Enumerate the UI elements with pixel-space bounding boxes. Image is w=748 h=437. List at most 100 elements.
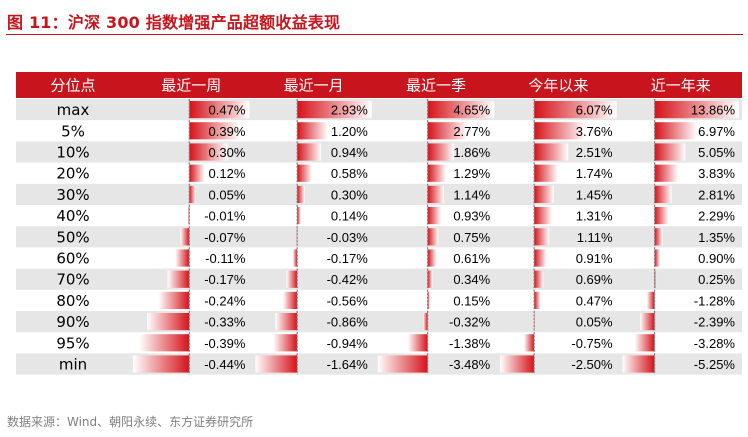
data-bar-negative <box>377 355 428 373</box>
value-label: 0.94% <box>331 145 368 160</box>
value-label: -0.17% <box>204 272 246 287</box>
value-label: 3.76% <box>576 124 613 139</box>
value-label: -0.24% <box>204 293 246 308</box>
value-label: 2.51% <box>576 145 613 160</box>
column-header: 近一年来 <box>651 77 711 95</box>
data-bar-negative <box>147 313 190 331</box>
row-stripe <box>16 226 742 248</box>
value-label: -3.28% <box>694 336 736 351</box>
data-bar-positive <box>427 164 447 182</box>
value-label: -0.94% <box>327 336 369 351</box>
data-bar-positive <box>189 143 228 161</box>
data-bar-positive <box>427 270 433 288</box>
value-label: 3.83% <box>698 166 735 181</box>
data-bar-positive <box>534 122 586 140</box>
row-label: 40% <box>56 207 89 225</box>
data-bar-negative <box>622 355 655 373</box>
data-bar-positive <box>534 228 550 246</box>
data-bar-positive <box>534 143 569 161</box>
value-label: -1.28% <box>694 293 736 308</box>
value-label: 0.05% <box>576 315 613 330</box>
value-label: 13.86% <box>691 103 736 118</box>
row-label: 5% <box>61 122 85 140</box>
value-label: -0.17% <box>327 251 369 266</box>
value-label: 0.15% <box>453 293 490 308</box>
data-bar-negative <box>500 355 535 373</box>
header-row <box>16 72 742 98</box>
data-bar-positive <box>654 207 669 225</box>
data-bar-negative <box>646 291 655 309</box>
row-label: 10% <box>56 144 89 162</box>
value-label: 2.93% <box>331 103 368 118</box>
data-bar-negative <box>180 228 190 246</box>
value-label: 2.29% <box>698 209 735 224</box>
data-bar-positive <box>427 291 430 309</box>
row-stripe <box>16 183 742 205</box>
title-divider <box>6 34 743 35</box>
column-header: 今年以来 <box>528 77 588 95</box>
column-header: 最近一月 <box>284 77 344 95</box>
value-label: 0.30% <box>331 187 368 202</box>
value-label: 0.39% <box>209 124 246 139</box>
data-bar-negative <box>286 270 298 288</box>
value-label: 1.86% <box>453 145 490 160</box>
data-bar-positive <box>654 270 657 288</box>
data-bar-positive <box>427 101 495 119</box>
value-label: -0.44% <box>204 357 246 372</box>
value-label: 0.91% <box>576 251 613 266</box>
data-bar-positive <box>189 164 205 182</box>
value-label: -0.33% <box>204 315 246 330</box>
value-label: -2.39% <box>694 315 736 330</box>
data-bar-positive <box>534 164 558 182</box>
data-source-note: 数据来源：Wind、朝阳永续、东方证券研究所 <box>7 415 254 429</box>
value-label: -0.03% <box>327 230 369 245</box>
data-bar-negative <box>640 313 655 331</box>
data-bar-negative <box>292 249 298 267</box>
row-label: 50% <box>56 228 89 246</box>
value-label: 0.47% <box>209 103 246 118</box>
data-bar-negative <box>282 291 298 309</box>
value-label: 1.35% <box>698 230 735 245</box>
row-label: max <box>57 101 90 119</box>
row-label: 90% <box>56 313 89 331</box>
value-label: -0.32% <box>449 315 491 330</box>
data-bar-positive <box>297 185 305 203</box>
data-bar-positive <box>189 101 250 119</box>
value-label: -5.25% <box>694 357 736 372</box>
value-label: 0.05% <box>209 187 246 202</box>
data-bar-positive <box>189 122 240 140</box>
row-stripe <box>16 99 742 121</box>
row-stripe <box>16 141 742 163</box>
row-stripe <box>16 311 742 333</box>
value-label: -0.75% <box>571 336 613 351</box>
data-bar-negative <box>133 355 190 373</box>
value-label: 1.11% <box>577 230 613 245</box>
value-label: -0.11% <box>205 251 246 266</box>
row-label: 30% <box>56 186 89 204</box>
value-label: -0.39% <box>204 336 246 351</box>
value-label: -2.50% <box>571 357 613 372</box>
row-label: 80% <box>56 292 89 310</box>
data-bar-positive <box>534 185 554 203</box>
data-bar-positive <box>654 101 739 119</box>
data-bar-positive <box>534 249 547 267</box>
value-label: 2.81% <box>698 187 735 202</box>
data-bar-positive <box>654 122 698 140</box>
data-bar-positive <box>654 228 663 246</box>
value-label: 0.93% <box>453 209 490 224</box>
data-bar-positive <box>534 101 617 119</box>
data-bar-positive <box>297 122 328 140</box>
column-header: 最近一季 <box>406 77 466 95</box>
value-label: 1.29% <box>453 166 490 181</box>
data-bar-positive <box>654 249 661 267</box>
value-label: 2.77% <box>453 124 490 139</box>
row-label: 70% <box>56 271 89 289</box>
value-label: 1.45% <box>576 187 613 202</box>
data-bar-negative <box>423 313 428 331</box>
value-label: 0.75% <box>453 230 490 245</box>
data-bar-negative <box>523 334 535 352</box>
data-bar-negative <box>158 291 190 309</box>
data-bar-positive <box>297 207 301 225</box>
value-label: 1.20% <box>331 124 368 139</box>
